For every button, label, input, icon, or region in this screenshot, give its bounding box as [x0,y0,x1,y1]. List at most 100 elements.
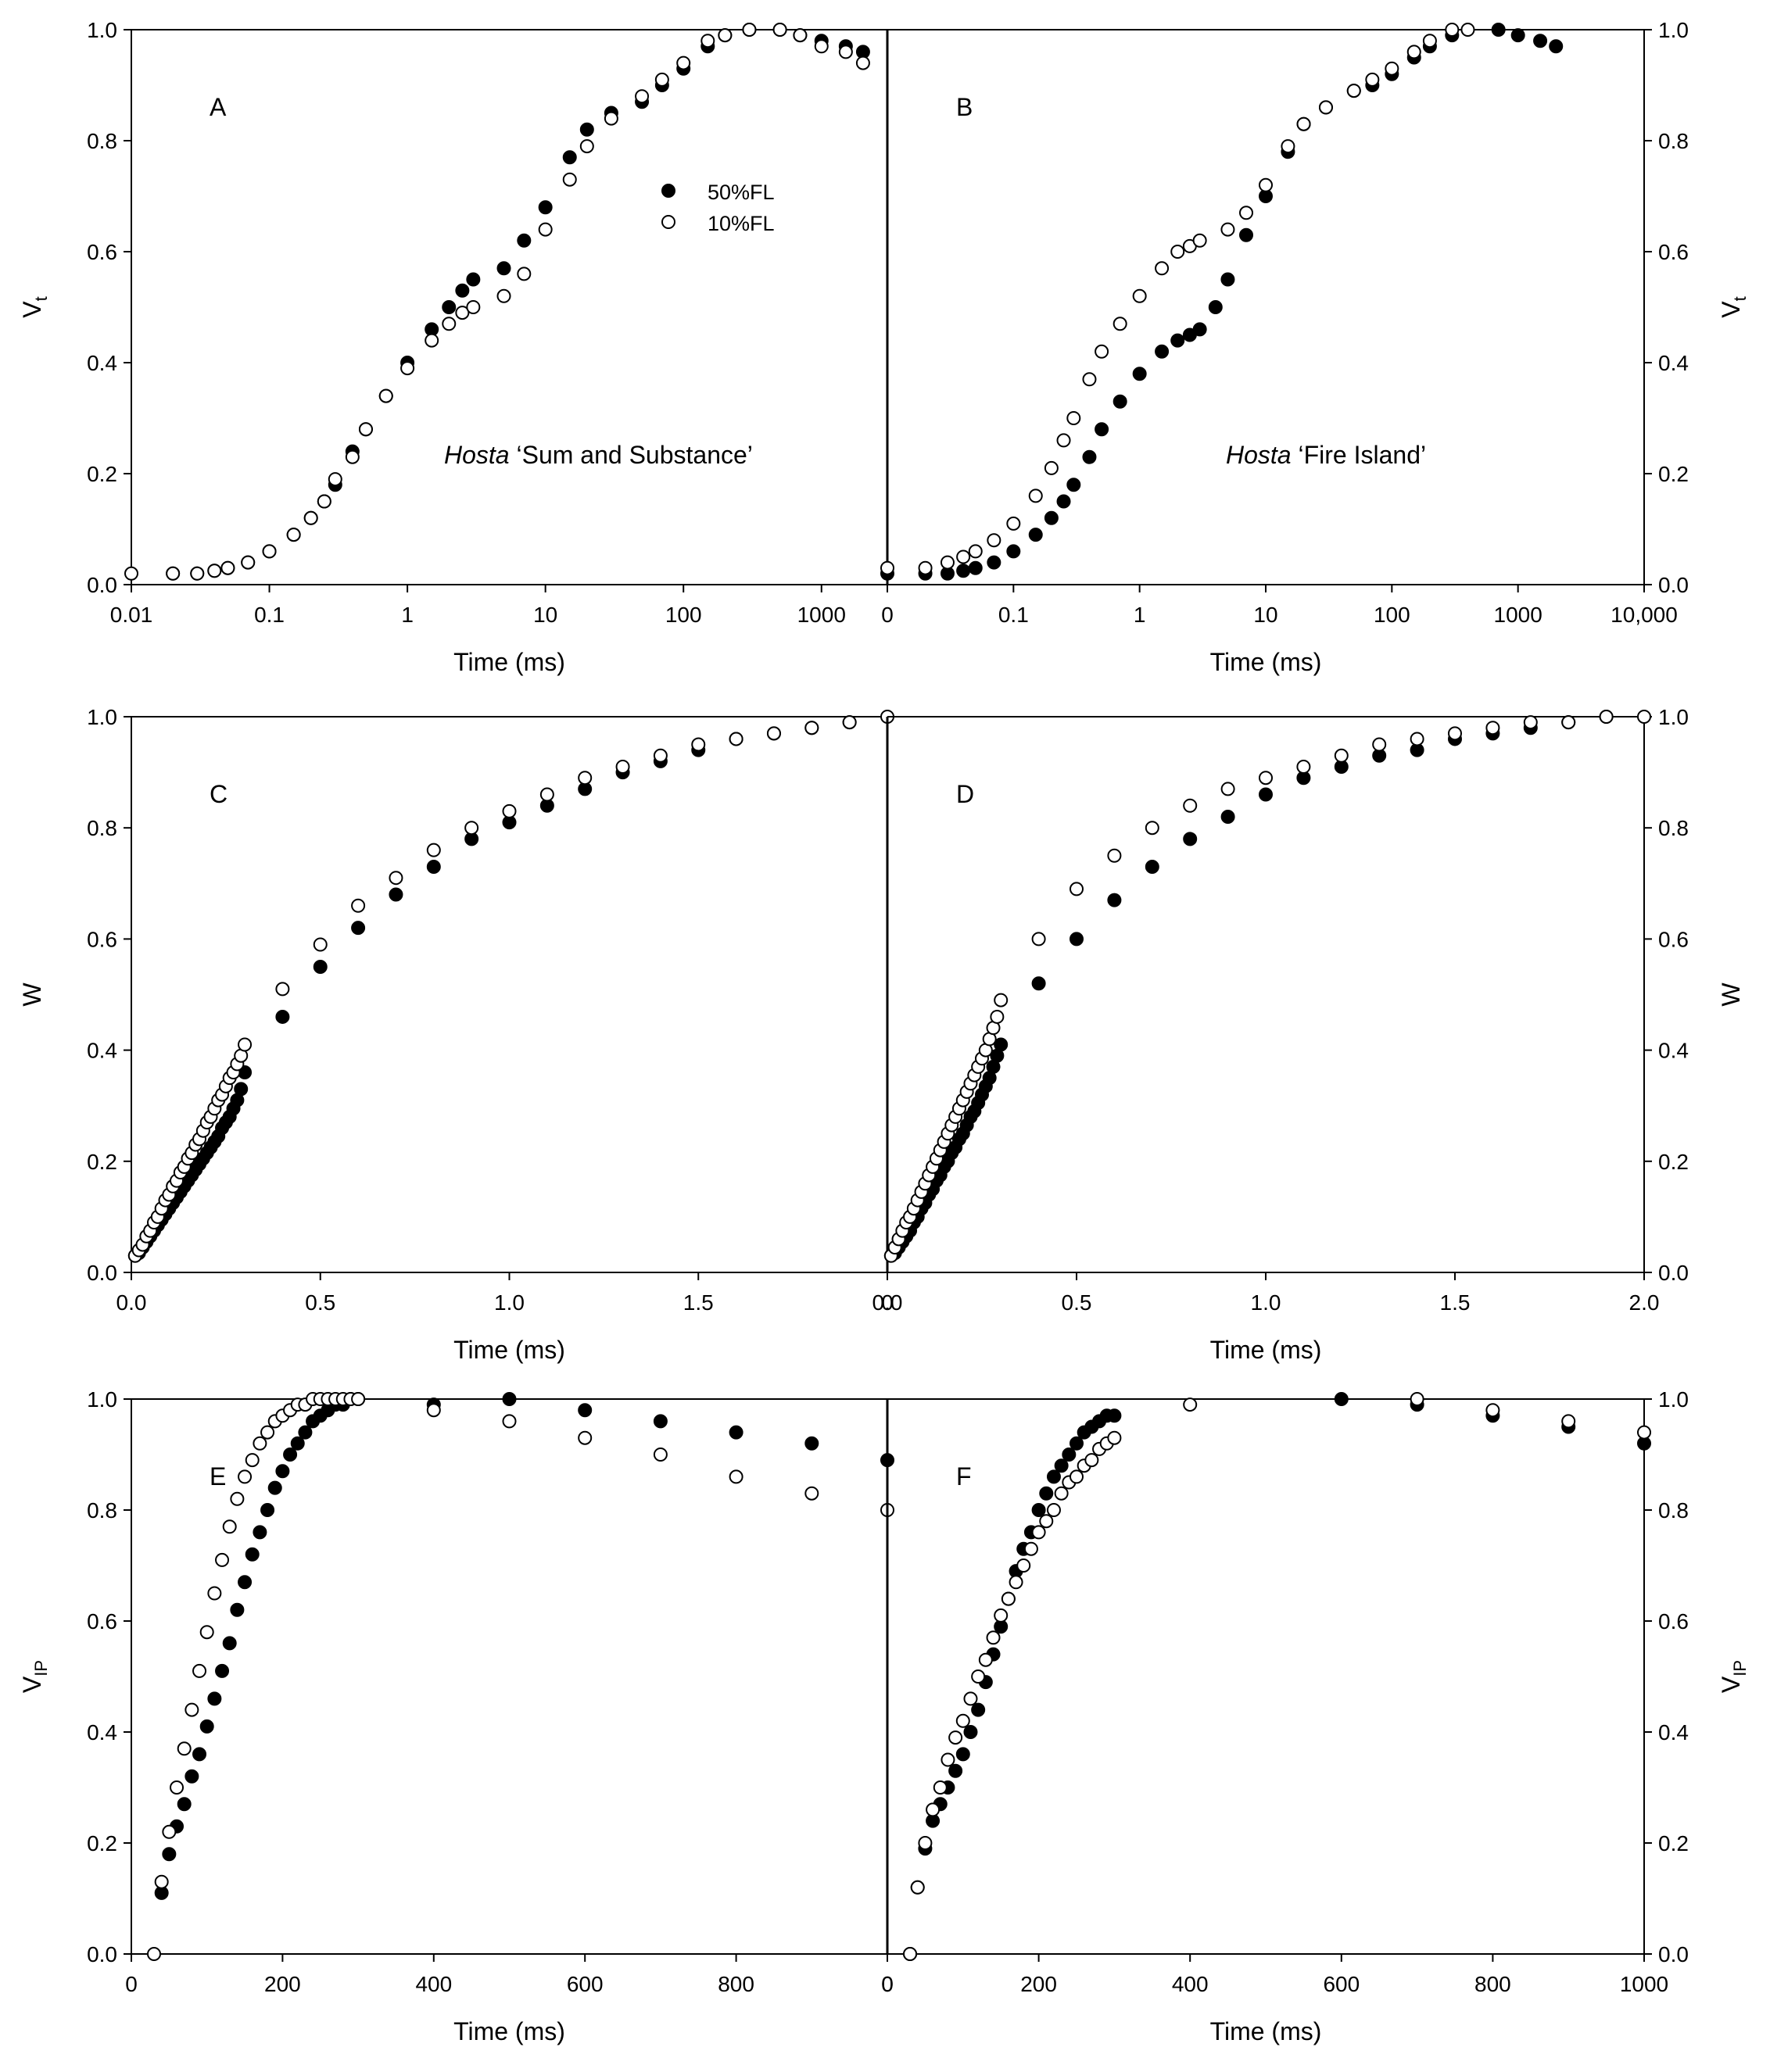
x-tick-label: 1000 [797,603,846,627]
data-point [1145,859,1159,874]
panels: 0.00.20.40.60.81.00.01 0.1 1 10 100 1000Time … [18,18,1750,2045]
data-point [1046,1503,1061,1517]
data-point [215,1663,230,1678]
data-point [222,1636,237,1651]
x-tick-label: 0.1 [254,603,285,627]
data-point [604,111,618,126]
data-point [918,1836,933,1850]
panel-letter: D [956,780,974,808]
data-point [1095,344,1109,359]
x-tick-label: 2.0 [1629,1290,1660,1315]
y-tick-label: 0.8 [87,1498,117,1523]
data-point [464,821,479,836]
data-point [1044,510,1059,525]
data-point [389,887,403,902]
data-point [147,1947,162,1961]
data-point [502,1414,517,1429]
y-tick-label: 0.6 [1658,927,1689,951]
y-tick-label: 0.8 [87,816,117,840]
data-point [207,1586,222,1601]
data-point [1084,1453,1099,1468]
data-point [1107,1430,1122,1445]
series-10pctfl [127,710,894,1263]
data-point [1599,710,1614,724]
data-point [926,1802,941,1817]
data-point [378,388,393,403]
data-point [425,333,439,348]
data-point [971,1669,986,1684]
data-point [124,566,138,581]
data-point [1491,23,1506,37]
data-point [207,1691,222,1706]
y-tick-label: 1.0 [1658,18,1689,42]
x-tick-label: 1.5 [683,1290,714,1315]
data-point [1155,261,1170,276]
data-point [538,200,553,215]
panel-letter: F [956,1462,972,1490]
x-tick-label: 0.1 [998,603,1029,627]
data-point [1296,759,1311,774]
data-point [230,1491,245,1506]
y-axis-title-main: V [18,301,46,318]
x-axis-title: Time (ms) [1210,1336,1322,1364]
data-point [880,560,894,575]
species-cultivar: ‘Sum and Substance’ [510,441,753,469]
data-point [1046,1469,1061,1484]
data-point [303,510,318,525]
data-point [968,560,983,575]
data-point [275,1464,290,1479]
data-point [1107,1408,1122,1423]
data-point [1239,206,1254,220]
data-point [253,1436,267,1451]
data-point [1028,528,1043,542]
data-point [290,1436,305,1451]
data-point [154,1874,169,1889]
x-tick-label: 600 [1323,1972,1360,1996]
data-point [207,564,222,578]
y-tick-label: 1.0 [1658,1387,1689,1412]
data-point [1422,34,1437,48]
x-tick-label: 1 [1134,603,1146,627]
y-tick-label: 0.8 [87,129,117,153]
data-point [230,1602,245,1617]
data-point [562,172,577,187]
data-point [676,55,691,70]
series-10pctfl [124,23,870,581]
x-tick-label: 0 [881,1290,894,1315]
series-10pctfl [147,1392,894,1961]
data-point [260,1503,275,1517]
data-point [729,1425,743,1440]
y-axis-title: VIP [1717,1660,1750,1693]
data-point [538,222,553,237]
y-tick-label: 0.2 [1658,462,1689,486]
species-genus: Hosta [444,441,510,469]
data-point [1132,367,1147,381]
y-axis-title: W [18,982,46,1007]
y-tick-label: 0.4 [1658,1039,1689,1063]
data-point [1113,394,1127,409]
data-point [358,422,373,437]
data-point [987,555,1001,570]
data-point [1023,1541,1038,1556]
x-axis-title: Time (ms) [453,648,565,676]
data-point [1448,726,1462,741]
data-point [177,1741,192,1756]
data-point [1107,848,1122,863]
y-tick-label: 0.6 [87,240,117,264]
data-point [1145,821,1159,836]
data-point [1070,882,1084,896]
data-point [1406,45,1421,59]
data-point [1070,932,1084,947]
y-axis-title: Vt [1717,296,1750,317]
data-point [963,1691,978,1706]
data-point [691,737,706,752]
data-point [190,566,205,581]
data-point [994,1037,1009,1052]
data-point [1334,748,1349,763]
x-tick-label: 200 [1020,1972,1057,1996]
data-point [1208,300,1223,314]
x-tick-label: 1 [401,603,414,627]
data-point [804,1436,819,1451]
data-point [1192,322,1207,337]
data-point [579,139,594,154]
